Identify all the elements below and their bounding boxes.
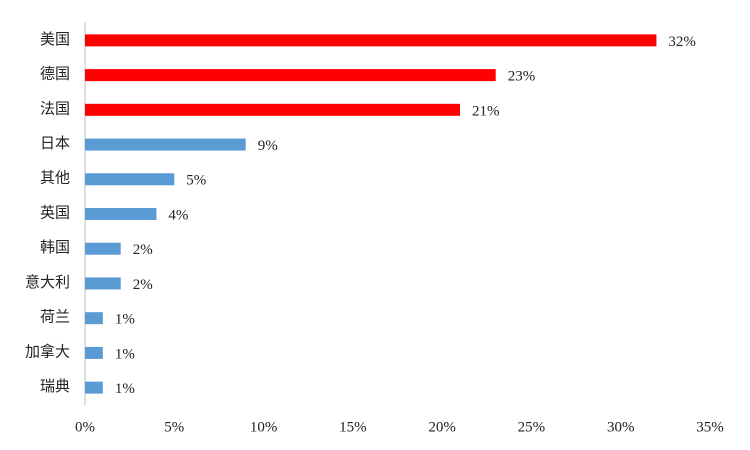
value-label: 21% — [472, 103, 500, 119]
bar — [85, 312, 103, 325]
bar — [85, 208, 157, 220]
x-tick-label: 20% — [428, 419, 456, 435]
x-tick-label: 25% — [518, 419, 546, 435]
value-label: 5% — [186, 173, 206, 189]
value-label: 23% — [508, 69, 536, 85]
value-label: 2% — [133, 277, 153, 293]
bar — [85, 346, 103, 359]
bar — [85, 381, 103, 394]
y-tick-label: 其他 — [40, 170, 70, 187]
bar — [85, 103, 460, 116]
x-tick-label: 5% — [164, 419, 184, 435]
y-tick-label: 美国 — [40, 31, 70, 48]
bar — [85, 242, 121, 255]
x-tick-label: 15% — [339, 419, 367, 435]
bar — [85, 69, 496, 82]
y-tick-label: 荷兰 — [40, 309, 70, 326]
value-label: 9% — [258, 138, 278, 154]
value-label: 1% — [115, 381, 135, 397]
y-tick-label: 加拿大 — [25, 342, 70, 360]
x-tick-label: 30% — [607, 419, 635, 435]
value-label: 2% — [133, 242, 153, 258]
bar — [85, 173, 175, 186]
y-tick-label: 法国 — [40, 100, 70, 117]
x-tick-label: 35% — [696, 419, 724, 435]
bar — [85, 277, 121, 290]
value-label: 4% — [168, 207, 188, 223]
y-tick-label: 英国 — [40, 203, 70, 221]
value-label: 1% — [115, 312, 135, 328]
value-label: 1% — [115, 346, 135, 362]
y-tick-label: 日本 — [40, 135, 70, 152]
bar — [85, 34, 657, 47]
y-tick-label: 意大利 — [25, 273, 70, 291]
y-tick-label: 瑞典 — [40, 378, 70, 395]
x-tick-label: 0% — [75, 419, 95, 435]
y-tick-label: 韩国 — [40, 239, 70, 256]
bar — [85, 138, 246, 151]
y-tick-label: 德国 — [40, 65, 70, 83]
value-label: 32% — [668, 34, 696, 50]
x-tick-label: 10% — [250, 419, 278, 435]
